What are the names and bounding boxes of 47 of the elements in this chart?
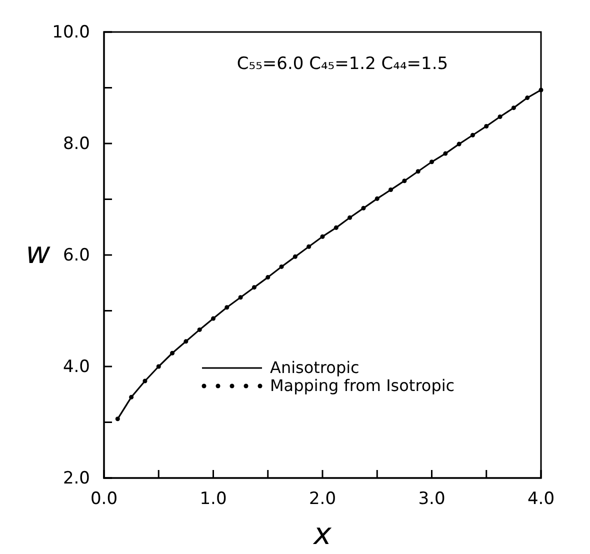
- point: [238, 295, 243, 300]
- point: [170, 350, 175, 356]
- y-tick-label: 6.0: [62, 245, 90, 266]
- point: [443, 151, 448, 156]
- annotation: C₅₅=6.0 C₄₅=1.2 C₄₄=1.5: [236, 54, 448, 74]
- point: [361, 206, 366, 210]
- x-tick-label: 0.0: [90, 489, 118, 510]
- y-tick-label: 8.0: [62, 134, 90, 154]
- point: [402, 178, 407, 184]
- point: [348, 215, 352, 220]
- point: [210, 316, 216, 321]
- point: [320, 234, 325, 239]
- x-tick-label: 2.0: [308, 489, 336, 510]
- point: [115, 416, 120, 422]
- x-tick-label: 4.0: [527, 489, 555, 510]
- point: [498, 114, 502, 119]
- point: [129, 394, 134, 400]
- y-tick-label: 4.0: [62, 356, 90, 377]
- point: [525, 96, 530, 100]
- x-tick-label: 3.0: [418, 489, 446, 510]
- point: [470, 132, 475, 138]
- x-tick-label: 1.0: [200, 489, 227, 510]
- point: [429, 160, 434, 164]
- y-axis-title: w: [26, 236, 51, 271]
- y-tick-label: 2.0: [62, 468, 90, 488]
- y-tick-label: 10.0: [52, 22, 90, 42]
- point: [306, 244, 312, 249]
- point: [279, 264, 284, 269]
- point: [456, 142, 462, 146]
- legend-label: Anisotropic: [270, 358, 360, 377]
- point: [224, 305, 230, 310]
- point: [156, 364, 161, 369]
- point: [388, 188, 394, 192]
- point: [197, 327, 202, 332]
- point: [334, 225, 338, 230]
- point: [511, 106, 516, 110]
- point: [374, 196, 380, 201]
- point: [142, 378, 148, 384]
- point: [266, 275, 270, 280]
- point: [484, 124, 489, 128]
- point: [252, 285, 256, 290]
- point: [184, 339, 188, 344]
- point: [292, 254, 298, 259]
- point: [416, 169, 420, 174]
- legend-label: Mapping from Isotropic: [270, 376, 455, 395]
- point: [538, 88, 544, 92]
- x-axis-title: x: [312, 517, 332, 552]
